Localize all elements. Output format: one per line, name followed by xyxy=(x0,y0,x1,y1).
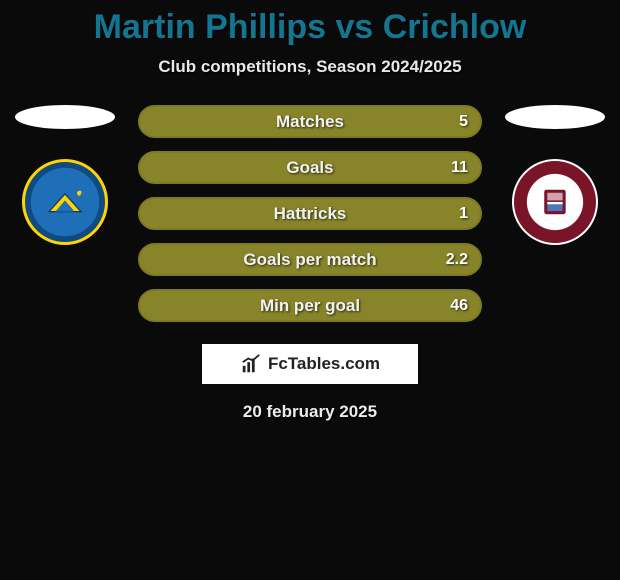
chart-icon xyxy=(240,353,262,375)
left-flag-ellipse xyxy=(15,105,115,129)
right-club-badge[interactable] xyxy=(512,159,598,245)
chelmsford-icon xyxy=(532,179,578,225)
stat-row: Min per goal46 xyxy=(138,289,482,322)
main-row: Matches5 Goals11 Hattricks1 Goals per match… xyxy=(0,105,620,322)
page-title: Martin Phillips vs Crichlow xyxy=(0,8,620,47)
stat-row: Hattricks1 xyxy=(138,197,482,230)
stat-label: Min per goal xyxy=(138,296,482,316)
stat-label: Goals per match xyxy=(138,250,482,270)
stat-label: Hattricks xyxy=(138,204,482,224)
stat-value-right: 11 xyxy=(451,159,468,177)
stat-value-right: 5 xyxy=(459,113,468,131)
stat-label: Matches xyxy=(138,112,482,132)
subtitle: Club competitions, Season 2024/2025 xyxy=(0,57,620,77)
stat-row: Goals11 xyxy=(138,151,482,184)
stat-value-right: 1 xyxy=(459,205,468,223)
stat-row: Matches5 xyxy=(138,105,482,138)
comparison-widget: Martin Phillips vs Crichlow Club competi… xyxy=(0,0,620,422)
left-player-col xyxy=(10,105,120,245)
left-club-badge[interactable] xyxy=(22,159,108,245)
stat-value-right: 2.2 xyxy=(446,251,468,269)
brand-label: FcTables.com xyxy=(268,354,380,374)
right-flag-ellipse xyxy=(505,105,605,129)
right-player-col xyxy=(500,105,610,245)
brand-badge[interactable]: FcTables.com xyxy=(202,344,418,384)
torquay-icon xyxy=(41,178,89,226)
stat-row: Goals per match2.2 xyxy=(138,243,482,276)
stats-column: Matches5 Goals11 Hattricks1 Goals per match… xyxy=(138,105,482,322)
stat-label: Goals xyxy=(138,158,482,178)
date-line: 20 february 2025 xyxy=(0,402,620,422)
stat-value-right: 46 xyxy=(450,297,468,315)
